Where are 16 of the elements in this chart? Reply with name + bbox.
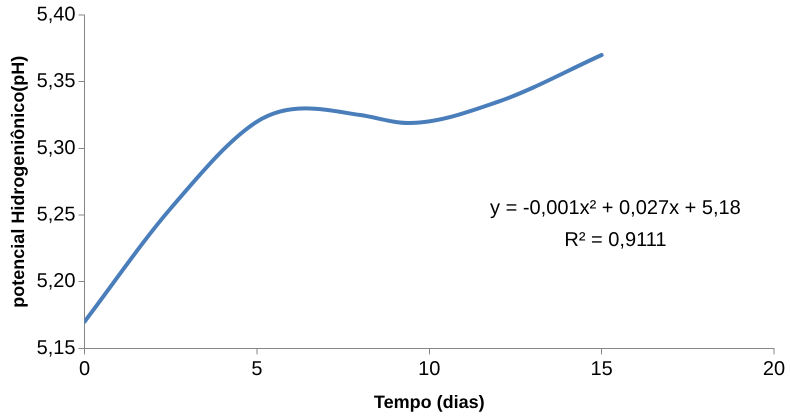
x-tick-label: 10	[418, 358, 440, 380]
x-tick-label: 0	[78, 358, 90, 380]
x-tick-label: 15	[590, 358, 613, 380]
annotation: y = -0,001x² + 0,027x + 5,18	[490, 196, 741, 219]
y-tick-label: 5,35	[36, 70, 76, 92]
annotation: R² = 0,9111	[564, 228, 666, 251]
x-tick-label: 5	[251, 358, 262, 380]
y-tick-label: 5,20	[36, 270, 76, 292]
x-axis-title: Tempo (dias)	[374, 392, 485, 412]
y-tick-label: 5,40	[36, 4, 76, 26]
x-tick-label: 20	[762, 358, 786, 380]
y-tick-label: 5,25	[36, 204, 76, 226]
y-axis-title: potencial Hidrogeniônico(pH)	[8, 56, 28, 308]
line-series	[84, 53, 604, 324]
y-tick-label: 5,15	[36, 336, 76, 359]
y-tick-label: 5,30	[36, 136, 76, 159]
